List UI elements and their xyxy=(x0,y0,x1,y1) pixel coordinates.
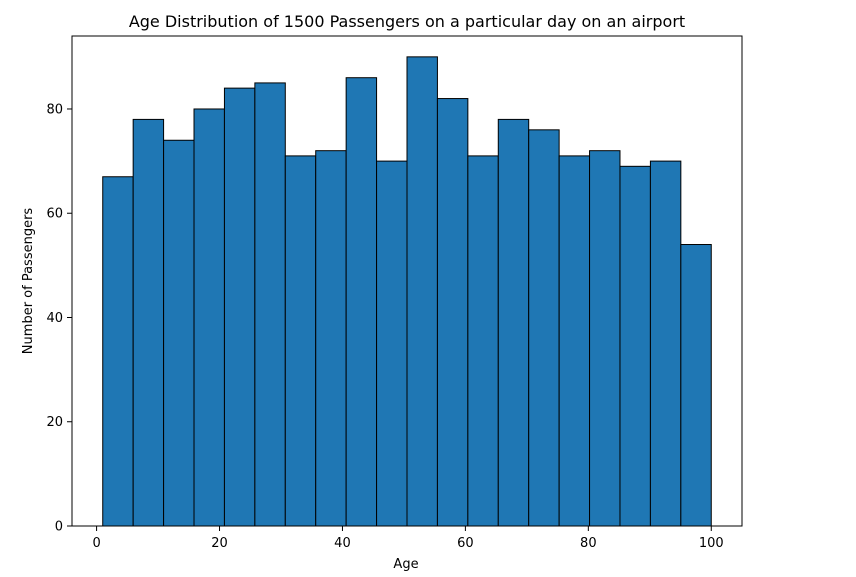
histogram-bar xyxy=(132,118,165,527)
x-tick-label: 40 xyxy=(334,536,351,551)
x-tick-label: 20 xyxy=(211,536,228,551)
x-tick-label: 80 xyxy=(580,536,597,551)
y-axis-ticks: 0 20 40 60 80 xyxy=(46,102,72,535)
x-axis-label: Age xyxy=(393,557,418,572)
histogram-bar xyxy=(497,118,530,527)
plot-frame xyxy=(71,35,743,527)
x-axis-ticks: 0 20 40 60 80 100 xyxy=(92,526,724,551)
histogram-bar xyxy=(193,108,225,527)
bars-group xyxy=(102,56,712,527)
y-tick-label: 0 xyxy=(55,520,63,535)
histogram-bar xyxy=(680,244,712,527)
chart-title: Age Distribution of 1500 Passengers on a… xyxy=(129,12,685,31)
histogram-bar xyxy=(528,129,560,527)
y-axis-label: Number of Passengers xyxy=(21,208,36,355)
y-tick-label: 60 xyxy=(46,207,63,222)
histogram-bar xyxy=(254,82,286,527)
histogram-bar xyxy=(163,139,195,527)
histogram-bar xyxy=(436,98,469,527)
histogram-bar xyxy=(284,155,317,527)
x-tick-label: 60 xyxy=(457,536,474,551)
histogram-bar xyxy=(102,176,134,527)
histogram-bar xyxy=(467,155,499,527)
histogram-bar xyxy=(345,77,378,527)
x-tick-label: 100 xyxy=(699,536,724,551)
histogram-bar xyxy=(589,150,621,527)
x-tick-label: 0 xyxy=(92,536,100,551)
histogram-bar xyxy=(619,165,651,527)
histogram-bar xyxy=(406,56,438,527)
y-tick-label: 20 xyxy=(46,415,63,430)
y-tick-label: 40 xyxy=(46,311,63,326)
histogram-bar xyxy=(223,87,256,527)
histogram-bar xyxy=(376,160,408,527)
histogram-bar xyxy=(558,155,591,527)
histogram-bar xyxy=(649,160,682,527)
histogram-bar xyxy=(315,150,347,527)
y-tick-label: 80 xyxy=(46,102,63,117)
